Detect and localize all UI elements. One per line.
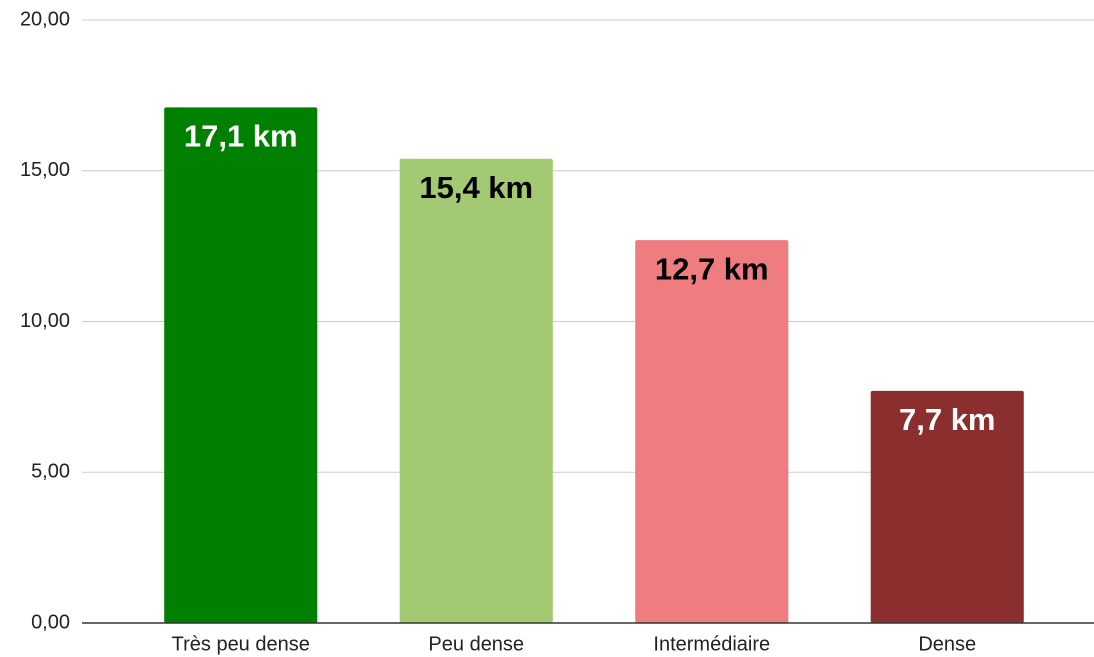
- value-label: 17,1 km: [184, 119, 298, 154]
- value-label: 7,7 km: [899, 402, 996, 437]
- value-label: 12,7 km: [655, 251, 769, 286]
- bar: [870, 390, 1024, 623]
- y-tick-label: 5,00: [31, 461, 70, 483]
- x-tick-label: Très peu dense: [172, 633, 310, 655]
- y-tick-label: 20,00: [20, 8, 70, 30]
- value-label: 15,4 km: [419, 170, 533, 205]
- x-tick-label: Intermédiaire: [653, 633, 770, 655]
- x-tick-label: Dense: [918, 633, 976, 655]
- y-tick-label: 10,00: [20, 310, 70, 332]
- bar: [635, 240, 789, 623]
- bar: [399, 158, 553, 623]
- x-tick-label: Peu dense: [428, 633, 524, 655]
- y-tick-label: 0,00: [31, 611, 70, 633]
- y-tick-label: 15,00: [20, 159, 70, 181]
- bar: [164, 107, 318, 623]
